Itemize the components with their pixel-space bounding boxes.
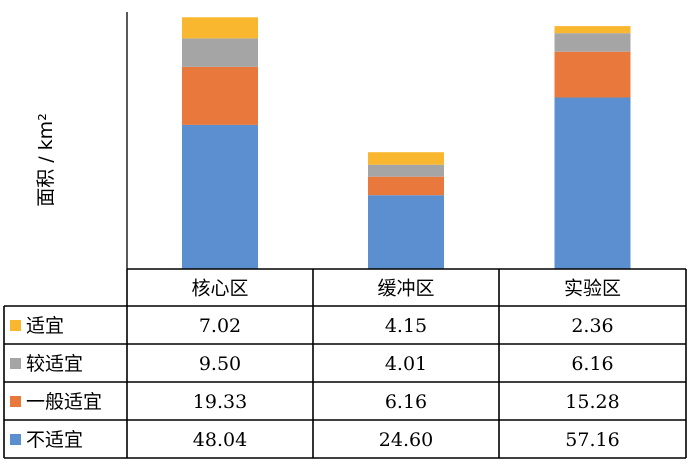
legend-swatch	[10, 320, 21, 331]
category-label: 缓冲区	[377, 278, 434, 300]
data-label: 9.50	[199, 353, 241, 375]
bar-segment	[182, 17, 258, 39]
data-label: 57.16	[565, 429, 619, 451]
legend-label: 适宜	[26, 315, 64, 337]
bar-segment	[554, 97, 631, 269]
bar-segment	[182, 124, 258, 270]
data-label: 48.04	[193, 429, 247, 451]
bar-segment	[554, 51, 631, 98]
bar-segment	[368, 176, 444, 196]
legend-swatch	[10, 434, 21, 445]
data-label: 6.16	[571, 353, 613, 375]
data-label: 4.01	[385, 353, 427, 375]
data-label: 15.28	[565, 391, 619, 413]
bar-segment	[554, 33, 631, 52]
category-label: 核心区	[191, 278, 248, 300]
legend-label: 较适宜	[26, 353, 83, 375]
category-label: 实验区	[564, 278, 621, 300]
legend-label: 不适宜	[26, 429, 83, 451]
bar-segment	[554, 26, 631, 34]
bar-segment	[368, 195, 444, 269]
legend-swatch	[10, 396, 21, 407]
legend-label: 一般适宜	[26, 391, 102, 413]
data-label: 24.60	[379, 429, 433, 451]
bar-segment	[182, 38, 258, 67]
bar-segment	[368, 152, 444, 165]
data-label: 6.16	[385, 391, 427, 413]
data-label: 4.15	[385, 315, 427, 337]
bar-segment	[182, 66, 258, 125]
data-label: 19.33	[193, 391, 247, 413]
legend-swatch	[10, 358, 21, 369]
bar-segment	[368, 164, 444, 177]
y-axis-label: 面积 / km²	[35, 113, 57, 207]
data-label: 2.36	[571, 315, 613, 337]
plot-area	[126, 12, 631, 270]
data-label: 7.02	[199, 315, 241, 337]
